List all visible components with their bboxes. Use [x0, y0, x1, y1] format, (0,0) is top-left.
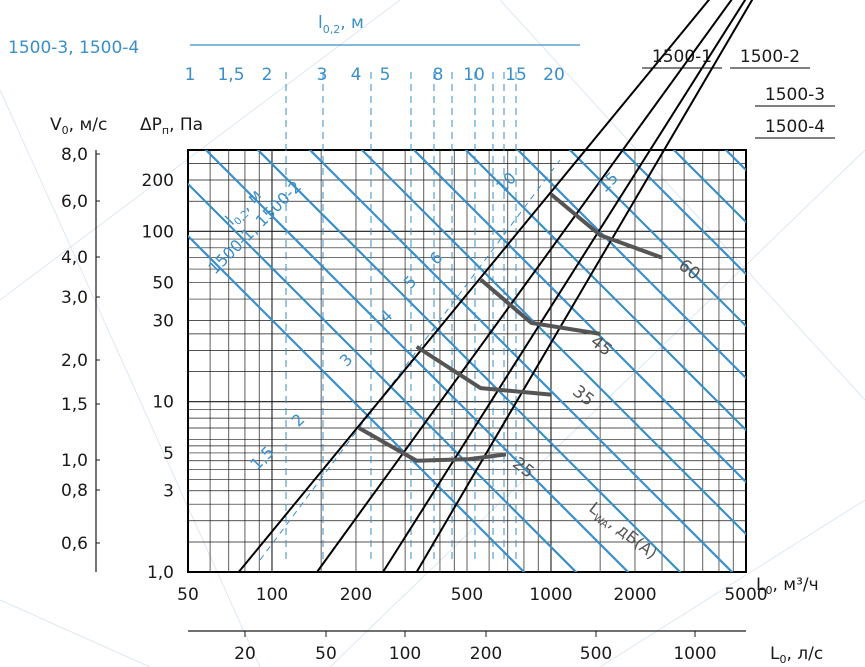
throw-dashed-lines: 1 1,5 2 3 4 5 8 10 15 20 — [185, 44, 580, 561]
top-axis-title: l0,2, м — [318, 13, 364, 36]
series-label-1500-4: 1500-4 — [765, 117, 825, 137]
throw-label-5: 6 — [426, 248, 447, 269]
x-tick-ls-3: 200 — [470, 644, 502, 664]
bg-line-2 — [329, 149, 865, 667]
axes: 50 100 200 500 1000 2000 5000 200 100 50 30 10 5 3 1,0… — [61, 145, 768, 664]
top-axis-series-label: 1500-3, 1500-4 — [8, 38, 139, 58]
velocity-tick-4: 2,0 — [61, 351, 88, 371]
series-label-1500-3: 1500-3 — [765, 85, 825, 105]
throw-line-8 — [516, 150, 746, 380]
series-line-1500-1 — [237, 0, 711, 573]
bg-line-4 — [599, 499, 865, 667]
pressure-axis-title: ΔPп, Па — [140, 115, 203, 137]
x-tick-ls-4: 500 — [580, 644, 612, 664]
noise-curve-35 — [415, 345, 552, 397]
top-tick-8: 15 — [505, 65, 527, 85]
top-tick-5: 5 — [380, 65, 391, 85]
dash-diagonal — [259, 159, 561, 561]
x-axis-title-m3h: L0, м³/ч — [756, 575, 819, 597]
x-tick-ls-2: 100 — [389, 644, 421, 664]
x-tick-m3h-1: 100 — [256, 585, 288, 605]
noise-axis-label: LWA, дБ(А) — [584, 498, 661, 565]
y-tick-pressure-4: 10 — [152, 393, 174, 413]
throw-label-4: 5 — [400, 272, 421, 293]
velocity-tick-5: 1,5 — [61, 395, 88, 415]
velocity-axis-title: V0, м/с — [50, 115, 107, 137]
throw-label-2: 3 — [336, 350, 357, 371]
throw-label-7: 15 — [594, 168, 622, 196]
y-tick-pressure-2: 50 — [152, 274, 174, 294]
top-tick-3: 3 — [317, 65, 328, 85]
throw-line-5 — [360, 150, 746, 536]
y-tick-pressure-3: 30 — [152, 311, 174, 331]
noise-label-45: 45 — [586, 332, 615, 361]
noise-curve-45 — [479, 278, 601, 336]
bg-line-5 — [0, 599, 151, 667]
throw-line-3 — [256, 150, 682, 572]
x-tick-m3h-4: 1000 — [529, 585, 572, 605]
x-tick-ls-5: 1000 — [673, 644, 716, 664]
y-tick-pressure-0: 200 — [142, 171, 174, 191]
velocity-tick-8: 0,6 — [61, 534, 88, 554]
velocity-tick-1: 6,0 — [61, 192, 88, 212]
throw-diagonals — [188, 150, 746, 572]
velocity-tick-0: 8,0 — [61, 145, 88, 165]
velocity-tick-2: 4,0 — [61, 248, 88, 268]
x-tick-ls-1: 50 — [315, 644, 337, 664]
bg-line-0 — [0, 89, 261, 667]
throw-label-1: 2 — [288, 410, 309, 431]
top-tick-4: 4 — [351, 65, 362, 85]
throw-line-7 — [464, 150, 746, 432]
noise-curve-60 — [549, 192, 663, 260]
x-tick-m3h-3: 500 — [451, 585, 483, 605]
series-label-1500-2: 1500-2 — [740, 47, 800, 67]
noise-curve-25 — [357, 426, 507, 463]
top-tick-9: 20 — [543, 65, 565, 85]
series-label-1500-1: 1500-1 — [652, 47, 712, 67]
throw-line-0 — [188, 234, 526, 572]
velocity-tick-3: 3,0 — [61, 288, 88, 308]
x-tick-m3h-6: 5000 — [724, 585, 767, 605]
velocity-tick-6: 1,0 — [61, 451, 88, 471]
y-tick-pressure-1: 100 — [142, 222, 174, 242]
series-line-1500-4 — [415, 0, 754, 573]
throw-line-2 — [204, 150, 630, 572]
top-tick-1: 1,5 — [217, 65, 244, 85]
top-tick-7: 10 — [463, 65, 485, 85]
series-line-1500-3 — [382, 0, 747, 573]
throw-line-6 — [412, 150, 746, 484]
x-tick-m3h-5: 2000 — [613, 585, 656, 605]
y-tick-pressure-5: 5 — [163, 444, 174, 464]
velocity-tick-7: 0,8 — [61, 481, 88, 501]
x-axis-title-ls: L0, л/с — [770, 644, 823, 666]
x-tick-m3h-2: 200 — [340, 585, 372, 605]
y-tick-pressure-6: 3 — [163, 482, 174, 502]
throw-line-4 — [308, 150, 734, 572]
throw-line-1 — [188, 182, 578, 572]
top-tick-0: 1 — [185, 65, 196, 85]
x-tick-ls-0: 20 — [234, 644, 256, 664]
x-tick-m3h-0: 50 — [177, 585, 199, 605]
top-tick-6: 8 — [433, 65, 444, 85]
y-tick-pressure-7: 1,0 — [147, 563, 174, 583]
series-lines: 1500-1 1500-2 1500-3 1500-4 — [237, 0, 835, 573]
top-tick-2: 2 — [262, 65, 273, 85]
noise-label-35: 35 — [568, 382, 597, 411]
throw-line-9 — [568, 150, 746, 328]
noise-axis-label-text: LWA, дБ(А) — [584, 498, 661, 565]
bg-line-3 — [499, 0, 865, 401]
throw-line-10 — [620, 150, 746, 276]
